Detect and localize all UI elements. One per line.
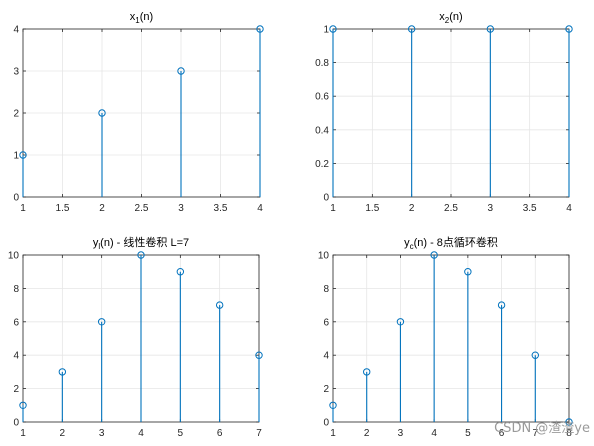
x-tick-label: 4	[431, 428, 437, 439]
x-tick-label: 7	[256, 428, 262, 439]
y-tick-label: 8	[13, 284, 19, 295]
y-tick-label: 0.6	[315, 92, 329, 103]
y-tick-label: 0.2	[315, 159, 329, 170]
x-tick-label: 3.5	[523, 203, 537, 214]
x-tick-label: 7	[533, 428, 539, 439]
y-tick-label: 4	[323, 351, 329, 362]
x-tick-label: 5	[178, 428, 184, 439]
stem-marker	[19, 151, 27, 159]
x-tick-label: 1	[20, 203, 26, 214]
y-tick-label: 10	[318, 251, 330, 262]
stem-marker	[430, 251, 438, 259]
x-tick-label: 2	[60, 428, 66, 439]
stem-marker	[531, 351, 539, 359]
x-tick-label: 2	[99, 203, 105, 214]
watermark: CSDN @渣渣ye	[494, 421, 590, 436]
x-tick-label: 1.5	[56, 203, 70, 214]
stem-marker	[497, 301, 506, 309]
subplot-2: 1 1.5 2 2.5 3 3.5 4 0 0.2 0.4 0.6 0.8 1 x2(n)	[315, 11, 573, 214]
stem-series	[329, 251, 573, 426]
stem-marker	[396, 318, 405, 326]
stem-marker	[255, 351, 263, 359]
stem-marker	[58, 368, 67, 376]
x-tick-label: 3	[178, 203, 184, 214]
chart-title: yl(n) - 线性卷积 L=7	[93, 235, 189, 251]
y-tick-label: 2	[13, 384, 19, 395]
axes-frame	[332, 254, 570, 423]
stem-marker	[407, 25, 416, 33]
y-tick-label: 0	[13, 193, 19, 204]
stem-marker	[464, 268, 472, 276]
x-tick-label: 3	[398, 428, 404, 439]
stem-marker	[137, 251, 145, 259]
y-tick-label: 2	[13, 109, 19, 120]
chart-title: x1(n)	[130, 11, 153, 25]
stem-marker	[98, 109, 106, 117]
subplot-3: 1 2 3 4 5 6 7 0 2 4 6 8 10 yl(n) - 线性卷积 L=7	[8, 235, 263, 439]
x-tick-label: 3.5	[214, 203, 228, 214]
y-tick-label: 0	[323, 418, 329, 429]
stem-marker	[215, 301, 224, 309]
stem-marker	[363, 368, 371, 376]
x-tick-label: 1.5	[365, 203, 379, 214]
y-tick-label: 1	[323, 25, 329, 36]
y-tick-label: 8	[323, 284, 329, 295]
x-tick-label: 6	[217, 428, 223, 439]
x-tick-label: 4	[566, 203, 572, 214]
subplot-4: 1 2 3 4 5 6 7 8 0 2 4 6 8 10 yc(n) - 8点循环卷积	[318, 235, 573, 439]
x-tick-label: 2	[364, 428, 370, 439]
x-tick-label: 6	[499, 428, 505, 439]
stem-series	[19, 251, 263, 422]
stem-marker	[19, 401, 27, 409]
chart-title: yc(n) - 8点循环卷积	[404, 235, 498, 251]
x-tick-label: 3	[99, 428, 105, 439]
x-tick-label: 4	[257, 203, 263, 214]
y-tick-label: 6	[323, 317, 329, 328]
y-tick-label: 4	[13, 25, 19, 36]
y-tick-label: 3	[13, 67, 19, 78]
stem-marker	[329, 25, 337, 33]
y-tick-label: 1	[13, 151, 19, 162]
stem-marker	[97, 318, 106, 326]
stem-marker	[565, 418, 573, 426]
stem-marker	[176, 268, 185, 276]
stem-marker	[565, 25, 573, 33]
x-tick-label: 2	[409, 203, 415, 214]
x-tick-label: 1	[330, 203, 336, 214]
stem-marker	[329, 401, 337, 409]
y-tick-label: 0	[13, 418, 19, 429]
y-tick-label: 0.4	[315, 125, 329, 136]
y-tick-label: 0.8	[315, 58, 329, 69]
y-tick-label: 0	[323, 193, 329, 204]
y-tick-label: 10	[8, 251, 20, 262]
x-tick-label: 1	[330, 428, 336, 439]
y-tick-label: 4	[13, 351, 19, 362]
y-tick-label: 6	[13, 317, 19, 328]
y-tick-label: 2	[323, 384, 329, 395]
plot-area	[333, 255, 569, 422]
stem-marker	[177, 67, 185, 75]
stem-marker	[256, 25, 264, 33]
x-tick-label: 3	[488, 203, 494, 214]
x-tick-label: 2.5	[444, 203, 458, 214]
stem-series	[329, 25, 573, 197]
stem-series	[19, 25, 264, 197]
x-tick-label: 4	[138, 428, 144, 439]
x-tick-label: 5	[465, 428, 471, 439]
chart-title: x2(n)	[439, 11, 462, 25]
x-tick-label: 2.5	[135, 203, 149, 214]
x-tick-label: 8	[566, 428, 572, 439]
x-tick-label: 1	[20, 428, 26, 439]
stem-marker	[486, 25, 495, 33]
